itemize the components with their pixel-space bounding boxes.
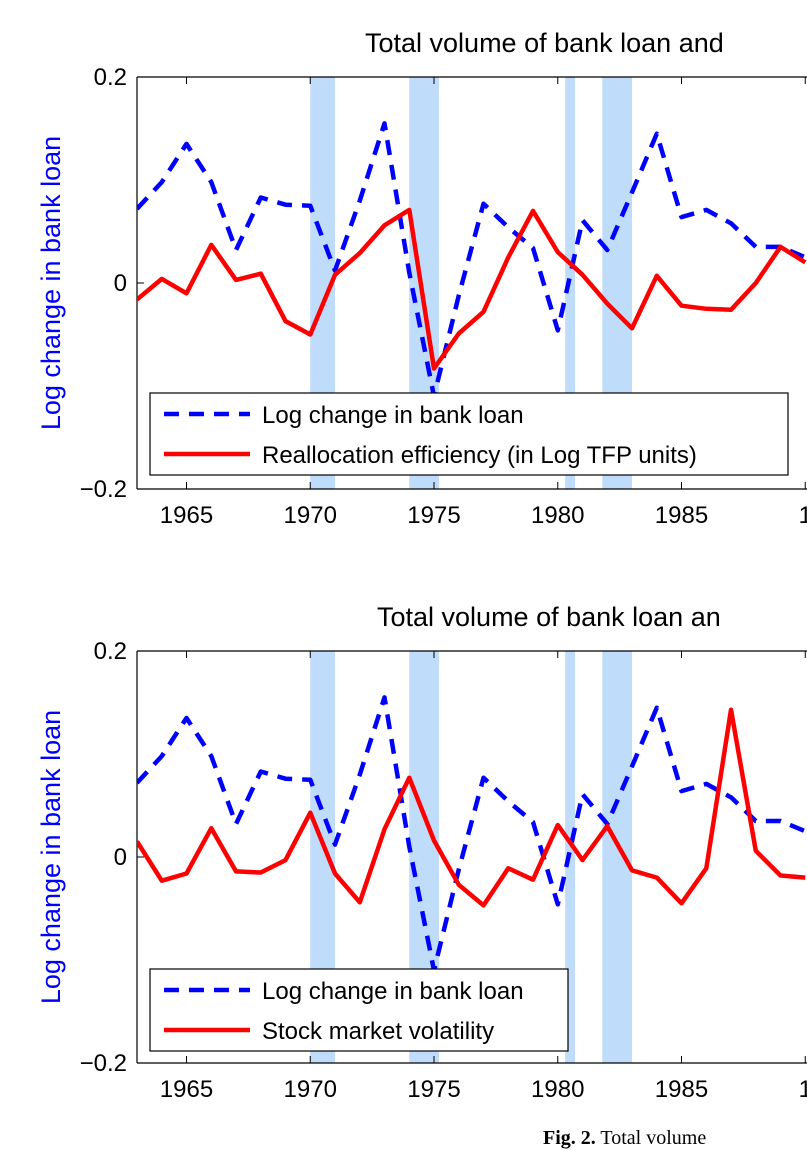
x-tick-label: 1970 — [284, 502, 337, 529]
legend-label: Log change in bank loan — [262, 402, 524, 429]
series-line-bank-loan — [137, 121, 807, 399]
x-tick-label: 1985 — [655, 502, 708, 529]
legend-label: Log change in bank loan — [262, 978, 524, 1005]
x-tick-label: 1965 — [160, 1076, 213, 1103]
caption-text: Total volume — [595, 1127, 707, 1149]
y-tick-label: 0 — [114, 270, 127, 297]
legend-box — [149, 968, 569, 1052]
chart-title: Total volume of bank loan an — [377, 602, 721, 632]
legend-label: Stock market volatility — [262, 1018, 494, 1045]
chart-title: Total volume of bank loan and — [365, 28, 724, 58]
x-tick-label: 1975 — [407, 1076, 460, 1103]
y-tick-label: 0 — [114, 844, 127, 871]
series-line-red — [137, 707, 806, 908]
x-tick-label: 1975 — [407, 502, 460, 529]
x-tick-label: 1980 — [531, 502, 584, 529]
y-tick-label: 0.2 — [94, 64, 127, 91]
x-tick-label: 1970 — [284, 1076, 337, 1103]
recession-band — [602, 651, 632, 1063]
series-line-bank-loan — [137, 695, 807, 973]
legend-box — [149, 392, 789, 476]
figure-caption: Fig. 2. Total volume — [543, 1127, 706, 1150]
series-line-red — [137, 207, 807, 371]
x-tick-label: 1985 — [655, 1076, 708, 1103]
y-tick-label: 0.2 — [94, 638, 127, 665]
y-tick-label: −0.2 — [80, 1050, 127, 1077]
caption-label: Fig. 2. — [543, 1127, 596, 1149]
y-tick-label: −0.2 — [80, 476, 127, 503]
y-axis-label: Log change in bank loan — [36, 136, 66, 430]
x-tick-label: 1965 — [160, 502, 213, 529]
chart-bottom: 1965 1970 1975 1980 1985 1 0.2 0 −0.2 Log change … — [36, 602, 807, 1103]
x-tick-label: 1 — [799, 1076, 807, 1103]
y-axis-label: Log change in bank loan — [36, 710, 66, 1004]
x-tick-label: 1980 — [531, 1076, 584, 1103]
chart-top: 1965 1970 1975 1980 1985 1 0.2 0 −0.2 Log change … — [36, 28, 807, 529]
x-tick-label: 1 — [799, 502, 807, 529]
legend-label: Reallocation efficiency (in Log TFP unit… — [262, 442, 697, 469]
